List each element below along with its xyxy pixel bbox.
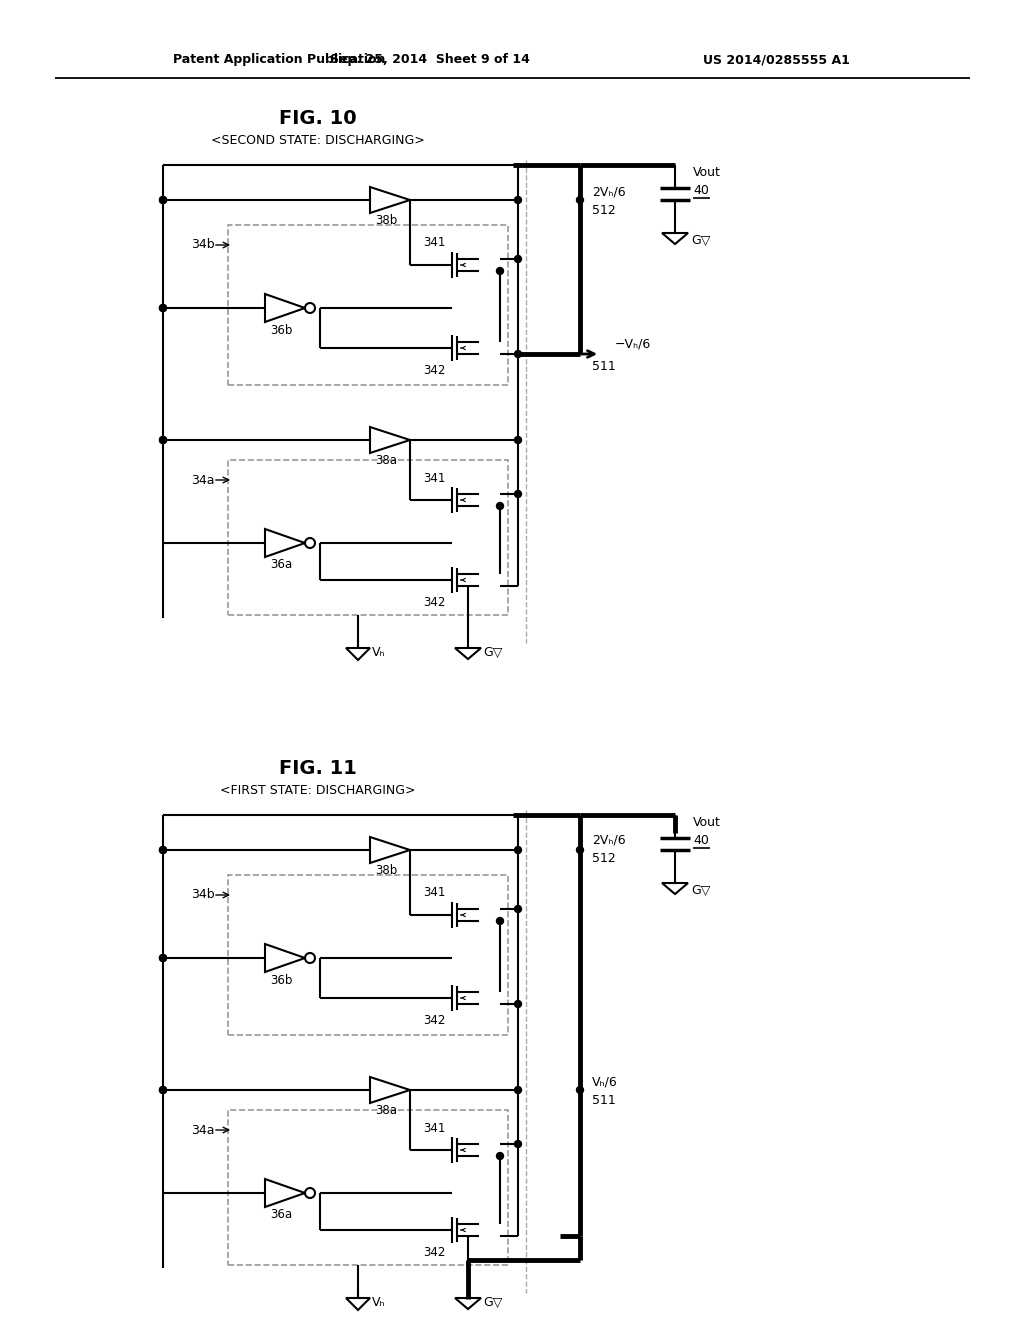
Text: Vₕ: Vₕ [372, 1296, 386, 1309]
Text: 2Vₕ/6: 2Vₕ/6 [592, 833, 626, 846]
Bar [228, 1110, 508, 1265]
Text: <FIRST STATE: DISCHARGING>: <FIRST STATE: DISCHARGING> [220, 784, 416, 796]
Circle shape [514, 1086, 521, 1093]
Text: 341: 341 [424, 471, 446, 484]
Text: −Vₕ/6: −Vₕ/6 [615, 338, 651, 351]
Circle shape [160, 846, 167, 854]
Circle shape [160, 437, 167, 444]
Bar [228, 459, 508, 615]
Circle shape [497, 268, 504, 275]
Text: 38a: 38a [375, 1104, 397, 1117]
Text: 34a: 34a [191, 1123, 215, 1137]
Text: 511: 511 [592, 359, 615, 372]
Circle shape [514, 351, 521, 358]
Text: 36b: 36b [269, 974, 292, 986]
Text: 2Vₕ/6: 2Vₕ/6 [592, 186, 626, 198]
Text: 38a: 38a [375, 454, 397, 466]
Text: 342: 342 [424, 363, 446, 376]
Text: 34b: 34b [191, 888, 215, 902]
Text: US 2014/0285555 A1: US 2014/0285555 A1 [703, 54, 850, 66]
Text: 512: 512 [592, 203, 615, 216]
Circle shape [160, 305, 167, 312]
Circle shape [514, 1140, 521, 1147]
Bar [228, 224, 508, 385]
Text: Sep. 25, 2014  Sheet 9 of 14: Sep. 25, 2014 Sheet 9 of 14 [330, 54, 530, 66]
Text: FIG. 10: FIG. 10 [280, 108, 356, 128]
Text: 36b: 36b [269, 323, 292, 337]
Text: 36a: 36a [270, 558, 292, 572]
Circle shape [514, 846, 521, 854]
Text: 40: 40 [693, 183, 709, 197]
Text: 341: 341 [424, 236, 446, 249]
Circle shape [160, 437, 167, 444]
Text: 38b: 38b [375, 863, 397, 876]
Text: 342: 342 [424, 1246, 446, 1258]
Text: G▽: G▽ [691, 883, 711, 896]
Circle shape [514, 197, 521, 203]
Circle shape [160, 197, 167, 203]
Bar [228, 875, 508, 1035]
Circle shape [514, 1001, 521, 1007]
Circle shape [160, 846, 167, 854]
Text: <SECOND STATE: DISCHARGING>: <SECOND STATE: DISCHARGING> [211, 133, 425, 147]
Text: Vout: Vout [693, 817, 721, 829]
Circle shape [577, 197, 584, 203]
Text: 511: 511 [592, 1093, 615, 1106]
Text: 342: 342 [424, 1014, 446, 1027]
Text: 38b: 38b [375, 214, 397, 227]
Text: 341: 341 [424, 1122, 446, 1134]
Text: G▽: G▽ [691, 234, 711, 247]
Text: 341: 341 [424, 887, 446, 899]
Text: Vout: Vout [693, 166, 721, 180]
Circle shape [514, 491, 521, 498]
Circle shape [514, 256, 521, 263]
Circle shape [497, 917, 504, 924]
Text: Vₕ/6: Vₕ/6 [592, 1076, 617, 1089]
Text: 40: 40 [693, 833, 709, 846]
Circle shape [160, 197, 167, 203]
Text: Patent Application Publication: Patent Application Publication [173, 54, 385, 66]
Circle shape [514, 437, 521, 444]
Circle shape [160, 954, 167, 961]
Text: 342: 342 [424, 595, 446, 609]
Circle shape [497, 1152, 504, 1159]
Text: 34a: 34a [191, 474, 215, 487]
Circle shape [160, 954, 167, 961]
Circle shape [160, 1086, 167, 1093]
Circle shape [160, 1086, 167, 1093]
Text: Vₕ: Vₕ [372, 647, 386, 660]
Text: 34b: 34b [191, 239, 215, 252]
Circle shape [514, 906, 521, 912]
Text: G▽: G▽ [483, 647, 503, 660]
Circle shape [160, 305, 167, 312]
Text: 36a: 36a [270, 1209, 292, 1221]
Circle shape [497, 503, 504, 510]
Circle shape [577, 1086, 584, 1093]
Circle shape [577, 846, 584, 854]
Text: FIG. 11: FIG. 11 [280, 759, 357, 777]
Text: G▽: G▽ [483, 1296, 503, 1309]
Text: 512: 512 [592, 851, 615, 865]
